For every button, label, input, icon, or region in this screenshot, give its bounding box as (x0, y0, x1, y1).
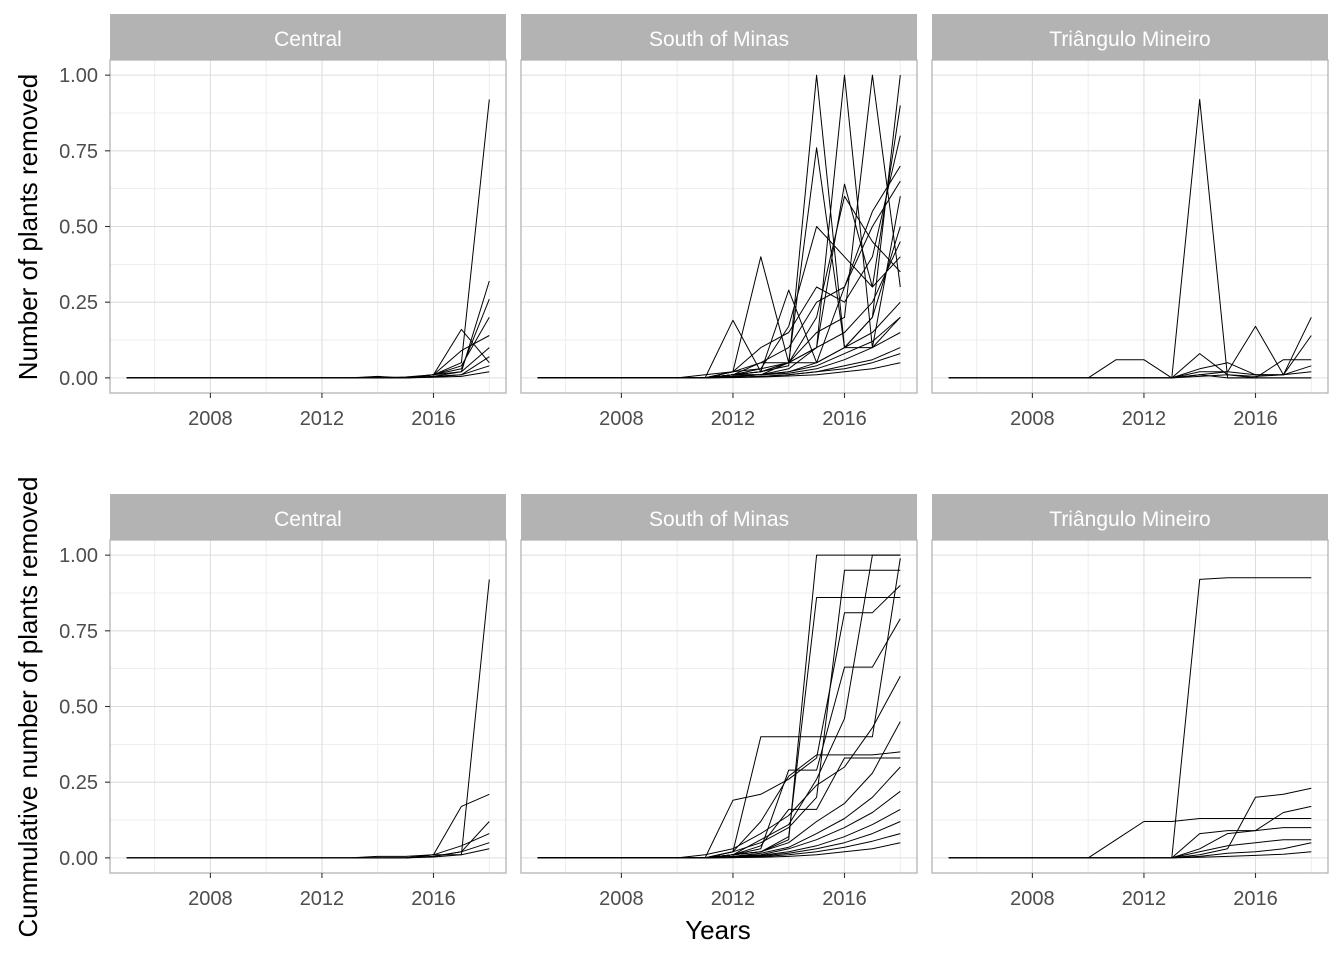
y-tick-label: 0.75 (59, 141, 98, 163)
series-lines (948, 98, 1312, 379)
y-tick-label: 0.50 (59, 217, 98, 239)
panels-layer: Central 2008 2012 2016 0.00 0.25 0.50 0.75 1.00 S… (59, 14, 1329, 910)
x-tick-label: 2016 (1233, 888, 1278, 910)
facet-strip (110, 494, 506, 540)
x-tick-label: 2008 (1010, 888, 1055, 910)
series-lines (537, 74, 901, 379)
y-tick-label: 0.25 (59, 772, 98, 794)
x-tick-label: 2008 (599, 408, 644, 430)
facet-strip-label: Central (274, 28, 342, 51)
y-tick-label: 0.00 (59, 368, 98, 390)
x-tick-label: 2016 (822, 408, 867, 430)
panel-border (931, 539, 1329, 874)
x-tick-label: 2008 (1010, 408, 1055, 430)
series-line-10 (126, 371, 490, 379)
y-tick-label: 1.00 (59, 65, 98, 87)
x-tick-label: 2012 (1122, 408, 1167, 430)
x-tick-label: 2016 (1233, 408, 1278, 430)
facet-strip (110, 14, 506, 60)
panel-bottom-south-of-minas: South of Minas 2008 2012 2016 (520, 494, 918, 910)
series-lines (126, 99, 490, 379)
x-tick-label: 2016 (822, 888, 867, 910)
y-axis-title-top: Number of plants removed (13, 74, 43, 380)
facet-strip (932, 494, 1328, 540)
series-line-6 (126, 848, 490, 859)
series-line-18 (537, 362, 901, 379)
x-tick-label: 2012 (300, 408, 345, 430)
series-lines (948, 577, 1312, 859)
panel-top-tri-ngulo-mineiro: Triângulo Mineiro 2008 2012 2016 (931, 14, 1329, 430)
x-tick-label: 2016 (411, 408, 456, 430)
panel-border (520, 539, 918, 874)
facet-strip-label: Triângulo Mineiro (1049, 508, 1210, 531)
panel-border (520, 59, 918, 394)
x-tick-label: 2012 (1122, 888, 1167, 910)
facet-strip (932, 14, 1328, 60)
panel-bottom-tri-ngulo-mineiro: Triângulo Mineiro 2008 2012 2016 (931, 494, 1329, 910)
panel-top-south-of-minas: South of Minas 2008 2012 2016 (520, 14, 918, 430)
x-tick-label: 2012 (711, 408, 756, 430)
y-axis-title-bottom: Cummulative number of plants removed (13, 477, 43, 938)
y-tick-label: 0.75 (59, 621, 98, 643)
x-tick-label: 2008 (188, 888, 233, 910)
panel-bottom-central: Central 2008 2012 2016 0.00 0.25 0.50 0.75 1.00 (59, 494, 507, 910)
x-tick-label: 2012 (300, 888, 345, 910)
y-tick-label: 0.25 (59, 292, 98, 314)
y-tick-label: 1.00 (59, 545, 98, 567)
series-line-8 (948, 851, 1312, 859)
x-tick-label: 2012 (711, 888, 756, 910)
series-lines (537, 554, 901, 859)
x-tick-label: 2008 (188, 408, 233, 430)
series-line-7 (948, 371, 1312, 379)
facet-strip (521, 14, 917, 60)
series-lines (126, 579, 490, 859)
series-line-17 (537, 842, 901, 859)
facet-strip-label: South of Minas (649, 508, 789, 531)
x-tick-label: 2016 (411, 888, 456, 910)
facet-strip-label: South of Minas (649, 28, 789, 51)
y-tick-label: 0.50 (59, 697, 98, 719)
facet-strip-label: Triângulo Mineiro (1049, 28, 1210, 51)
x-axis-title: Years (685, 915, 751, 945)
y-tick-label: 0.00 (59, 848, 98, 870)
x-tick-label: 2008 (599, 888, 644, 910)
panel-top-central: Central 2008 2012 2016 0.00 0.25 0.50 0.75 1.00 (59, 14, 507, 430)
panel-border (931, 59, 1329, 394)
facet-strip-label: Central (274, 508, 342, 531)
facet-strip (521, 494, 917, 540)
